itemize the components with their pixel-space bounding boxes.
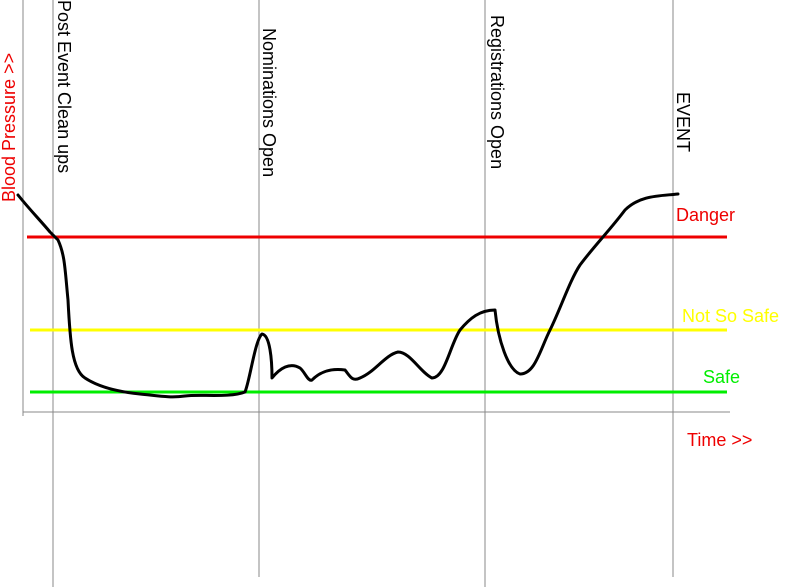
level-label: Safe bbox=[703, 367, 740, 387]
level-label: Not So Safe bbox=[682, 306, 779, 326]
y-axis-label: Blood Pressure >> bbox=[0, 53, 19, 202]
phase-label: EVENT bbox=[673, 92, 693, 152]
level-label: Danger bbox=[676, 205, 735, 225]
phase-label: Nominations Open bbox=[259, 28, 279, 177]
phase-label: Registrations Open bbox=[487, 15, 507, 169]
pressure-curve bbox=[16, 192, 680, 399]
phase-label: Post Event Clean ups bbox=[54, 0, 74, 173]
x-axis-label: Time >> bbox=[687, 430, 752, 450]
